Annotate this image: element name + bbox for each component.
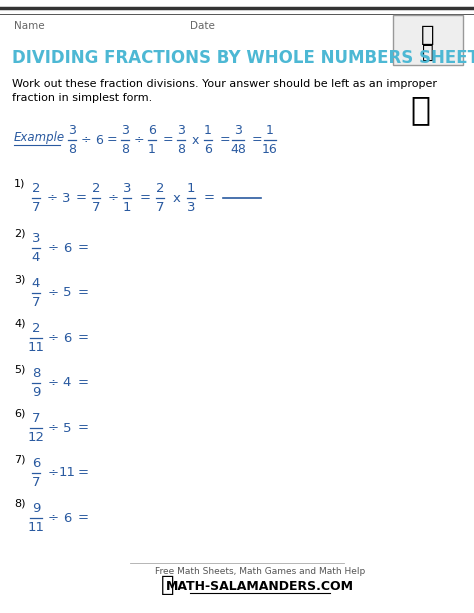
Text: 9: 9 — [32, 386, 40, 399]
Text: =: = — [78, 422, 89, 435]
Text: =: = — [78, 286, 89, 300]
Text: 3: 3 — [68, 124, 76, 137]
Text: 8: 8 — [121, 143, 129, 156]
Text: 8: 8 — [177, 143, 185, 156]
Text: 6: 6 — [63, 242, 71, 254]
Text: 1: 1 — [266, 124, 274, 137]
Text: =: = — [75, 191, 86, 205]
Text: Free Math Sheets, Math Games and Math Help: Free Math Sheets, Math Games and Math He… — [155, 566, 365, 576]
Text: 8): 8) — [14, 499, 26, 509]
Text: ÷: ÷ — [47, 511, 58, 525]
Text: 7): 7) — [14, 454, 26, 464]
Text: 3: 3 — [32, 232, 40, 245]
Text: =: = — [219, 134, 230, 147]
Text: 8: 8 — [32, 367, 40, 380]
Text: 3: 3 — [62, 191, 70, 205]
Text: =: = — [163, 134, 173, 147]
Text: =: = — [78, 466, 89, 479]
Text: 2: 2 — [92, 182, 100, 195]
Text: 7: 7 — [92, 201, 100, 214]
Bar — [393, 15, 463, 65]
Text: 2): 2) — [14, 229, 26, 239]
Text: 5): 5) — [14, 364, 26, 374]
Text: =: = — [78, 242, 89, 254]
Text: 6: 6 — [32, 457, 40, 470]
Text: ÷: ÷ — [46, 191, 57, 205]
Text: 4): 4) — [14, 319, 26, 329]
Text: 3: 3 — [121, 124, 129, 137]
Text: 3: 3 — [234, 124, 242, 137]
Text: ÷: ÷ — [47, 422, 58, 435]
Text: ÷: ÷ — [47, 242, 58, 254]
Text: 2: 2 — [156, 182, 164, 195]
Text: 11: 11 — [58, 466, 75, 479]
Text: 5: 5 — [63, 422, 71, 435]
Text: 1: 1 — [204, 124, 212, 137]
Text: 2: 2 — [32, 182, 40, 195]
Text: =: = — [78, 376, 89, 389]
Text: 7: 7 — [32, 201, 40, 214]
Text: ÷: ÷ — [47, 332, 58, 345]
Text: 6): 6) — [14, 409, 26, 419]
Text: 9: 9 — [32, 502, 40, 515]
Text: ÷: ÷ — [47, 466, 58, 479]
Text: 11: 11 — [27, 341, 45, 354]
Text: 7: 7 — [32, 412, 40, 425]
Text: 12: 12 — [27, 431, 45, 444]
Text: =: = — [78, 332, 89, 345]
Text: 2: 2 — [32, 322, 40, 335]
Text: =: = — [203, 191, 215, 205]
Text: =: = — [107, 134, 117, 147]
Text: 11: 11 — [27, 521, 45, 534]
Text: x: x — [173, 191, 181, 205]
Text: ÷: ÷ — [108, 191, 118, 205]
Text: 3: 3 — [177, 124, 185, 137]
Text: x: x — [191, 134, 199, 147]
Text: 3: 3 — [187, 201, 195, 214]
Text: 🏃: 🏃 — [422, 42, 434, 61]
Text: 6: 6 — [63, 332, 71, 345]
Text: 5: 5 — [63, 286, 71, 300]
Text: 7: 7 — [32, 296, 40, 309]
Text: 7: 7 — [156, 201, 164, 214]
Text: Name: Name — [14, 21, 45, 31]
Text: Work out these fraction divisions. Your answer should be left as an improper: Work out these fraction divisions. Your … — [12, 79, 437, 89]
Text: ÷: ÷ — [47, 286, 58, 300]
Text: 📊: 📊 — [421, 25, 435, 45]
Text: 16: 16 — [262, 143, 278, 156]
Text: 7: 7 — [32, 476, 40, 489]
Text: =: = — [252, 134, 262, 147]
Text: 6: 6 — [95, 134, 103, 147]
Text: 4: 4 — [32, 277, 40, 290]
Text: Date: Date — [190, 21, 215, 31]
Text: 6: 6 — [204, 143, 212, 156]
Text: 6: 6 — [148, 124, 156, 137]
Text: 48: 48 — [230, 143, 246, 156]
Text: ÷: ÷ — [134, 134, 144, 147]
Text: 1: 1 — [187, 182, 195, 195]
Text: 3): 3) — [14, 274, 26, 284]
Text: Example: Example — [14, 132, 65, 145]
Text: 4: 4 — [32, 251, 40, 264]
Text: 6: 6 — [63, 511, 71, 525]
Text: MATH-SALAMANDERS.COM: MATH-SALAMANDERS.COM — [166, 581, 354, 593]
Text: 🦎: 🦎 — [410, 94, 430, 126]
Text: 🦎: 🦎 — [161, 575, 175, 595]
Text: 8: 8 — [68, 143, 76, 156]
Text: ÷: ÷ — [47, 376, 58, 389]
Text: 1): 1) — [14, 179, 26, 189]
Text: DIVIDING FRACTIONS BY WHOLE NUMBERS SHEET 3: DIVIDING FRACTIONS BY WHOLE NUMBERS SHEE… — [12, 49, 474, 67]
Text: 4: 4 — [63, 376, 71, 389]
Text: ÷: ÷ — [81, 134, 91, 147]
Text: =: = — [78, 511, 89, 525]
Text: 1: 1 — [148, 143, 156, 156]
Text: 3: 3 — [123, 182, 131, 195]
Text: =: = — [139, 191, 151, 205]
Text: fraction in simplest form.: fraction in simplest form. — [12, 93, 152, 103]
Text: 1: 1 — [123, 201, 131, 214]
